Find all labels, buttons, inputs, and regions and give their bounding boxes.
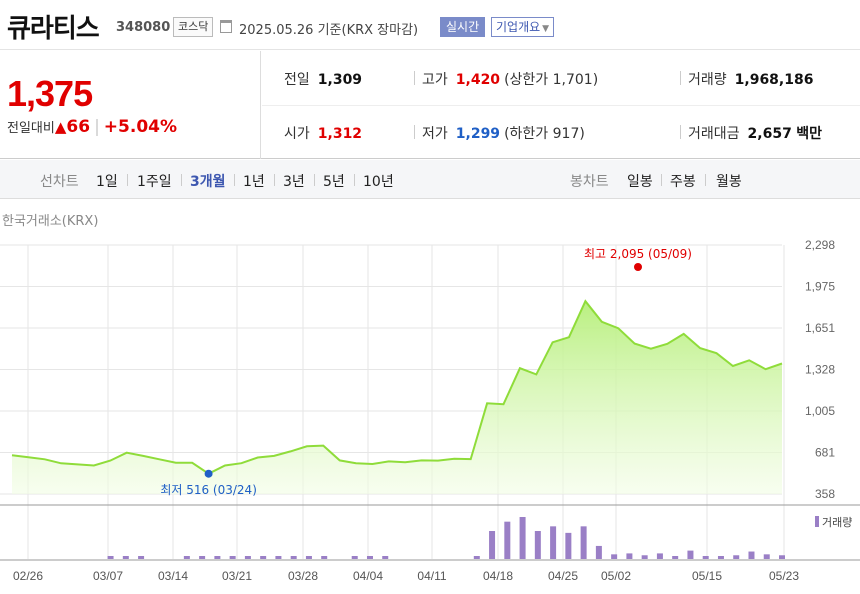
volume-bar <box>229 556 236 559</box>
max-marker <box>634 263 642 271</box>
min-marker <box>204 469 213 478</box>
volume-bar <box>260 556 267 559</box>
period-tabs: 선차트 1일 1주일 3개월 1년 3년 5년 10년 봉차트 일봉 주봉 월봉 <box>0 160 860 199</box>
volume-bar <box>199 556 206 559</box>
calendar-icon <box>220 20 232 33</box>
stock-header: 큐라티스 348080 코스닥 2025.05.26 기준(KRX 장마감) 실… <box>0 0 860 50</box>
tab-daily[interactable]: 일봉 <box>627 174 653 190</box>
x-tick-label: 03/21 <box>222 569 252 583</box>
price-area <box>12 301 782 494</box>
volume-bar <box>717 556 724 559</box>
x-tick-label: 05/23 <box>769 569 799 583</box>
volume-bar <box>214 556 221 559</box>
volume-bar <box>107 556 114 559</box>
price-box: 1,375 전일대비▲66 | +5.04% <box>0 51 261 159</box>
day-low: 저가 1,299 (하한가 917) <box>422 126 585 142</box>
x-tick-label: 03/14 <box>158 569 188 583</box>
y-tick-label: 681 <box>815 446 835 460</box>
x-tick-label: 04/18 <box>483 569 513 583</box>
company-overview-dropdown[interactable]: 기업개요 ▼ <box>491 17 555 37</box>
volume-bar <box>550 526 557 559</box>
volume-bar <box>138 556 145 559</box>
open-price: 시가 1,312 <box>284 126 363 142</box>
volume-bar <box>504 521 511 559</box>
min-label: 최저 516 (03/24) <box>160 483 257 497</box>
volume-bar <box>733 555 740 559</box>
tab-1d[interactable]: 1일 <box>96 174 118 190</box>
y-tick-label: 1,975 <box>805 280 835 294</box>
y-tick-label: 2,298 <box>805 238 835 252</box>
volume-bar <box>244 556 251 559</box>
volume-bar <box>779 555 785 559</box>
volume-bar <box>321 556 328 559</box>
volume-bar <box>305 556 312 559</box>
tab-5y[interactable]: 5년 <box>323 174 345 190</box>
y-tick-label: 1,328 <box>805 363 835 377</box>
volume-bar <box>611 554 618 559</box>
x-tick-label: 04/04 <box>353 569 383 583</box>
stock-code: 348080 <box>116 20 171 35</box>
volume-bar <box>275 556 282 559</box>
volume-bar <box>641 555 648 559</box>
volume-legend-label: 거래량 <box>822 516 852 529</box>
volume-bar <box>534 531 541 559</box>
y-tick-label: 1,651 <box>805 321 835 335</box>
max-label: 최고 2,095 (05/09) <box>584 247 692 261</box>
volume-bar <box>702 556 709 559</box>
quote-panel: 1,375 전일대비▲66 | +5.04% 전일 1,309 고가 1,420 (상한가… <box>0 51 860 159</box>
volume-bar <box>656 553 663 559</box>
x-tick-label: 04/11 <box>417 569 446 583</box>
volume-bar <box>626 553 633 559</box>
tab-3m[interactable]: 3개월 <box>190 174 226 190</box>
volume-bar <box>763 554 770 559</box>
volume-bar <box>748 551 755 559</box>
tab-weekly[interactable]: 주봉 <box>670 174 696 190</box>
tab-3y[interactable]: 3년 <box>283 174 305 190</box>
y-tick-label: 358 <box>815 487 835 501</box>
up-arrow-icon: ▲ <box>54 118 67 136</box>
x-tick-label: 05/02 <box>601 569 631 583</box>
x-tick-label: 04/25 <box>548 569 578 583</box>
volume-bar <box>519 517 526 559</box>
volume-bar <box>565 532 572 559</box>
x-tick-label: 02/26 <box>13 569 43 583</box>
x-tick-label: 03/07 <box>93 569 123 583</box>
volume-bar <box>489 531 496 559</box>
volume-bar <box>382 556 389 559</box>
y-tick-label: 1,005 <box>805 404 835 418</box>
volume-legend-swatch <box>815 516 819 527</box>
data-source: 한국거래소(KRX) <box>2 214 99 229</box>
caret-down-icon: ▼ <box>542 24 550 34</box>
quote-date: 2025.05.26 기준(KRX 장마감) <box>239 23 419 38</box>
volume-bar <box>687 550 694 559</box>
tab-monthly[interactable]: 월봉 <box>716 174 742 190</box>
volume-bar <box>473 556 480 559</box>
tab-10y[interactable]: 10년 <box>363 174 394 190</box>
volume-bar <box>122 556 129 559</box>
volume: 거래량 1,968,186 <box>688 72 814 88</box>
tab-1y[interactable]: 1년 <box>243 174 265 190</box>
volume-bar <box>351 556 358 559</box>
volume-bar <box>183 556 190 559</box>
stock-name: 큐라티스 <box>7 14 100 44</box>
x-tick-label: 03/28 <box>288 569 318 583</box>
volume-bar <box>595 545 602 559</box>
volume-bar <box>672 556 679 559</box>
x-tick-label: 05/15 <box>692 569 722 583</box>
candle-chart-label: 봉차트 <box>570 174 609 190</box>
tab-1w[interactable]: 1주일 <box>137 174 172 190</box>
prev-close: 전일 1,309 <box>284 72 363 88</box>
trade-amount: 거래대금 2,657 백만 <box>688 126 823 142</box>
volume-bar <box>290 556 297 559</box>
volume-bar <box>580 526 587 559</box>
realtime-button[interactable]: 실시간 <box>440 17 486 37</box>
day-high: 고가 1,420 (상한가 1,701) <box>422 72 599 88</box>
volume-bar <box>366 556 373 559</box>
price-change: 전일대비▲66 | +5.04% <box>7 117 178 137</box>
price-line <box>11 299 783 475</box>
line-chart-label: 선차트 <box>40 174 79 190</box>
market-badge: 코스닥 <box>173 17 214 37</box>
current-price: 1,375 <box>7 73 93 114</box>
